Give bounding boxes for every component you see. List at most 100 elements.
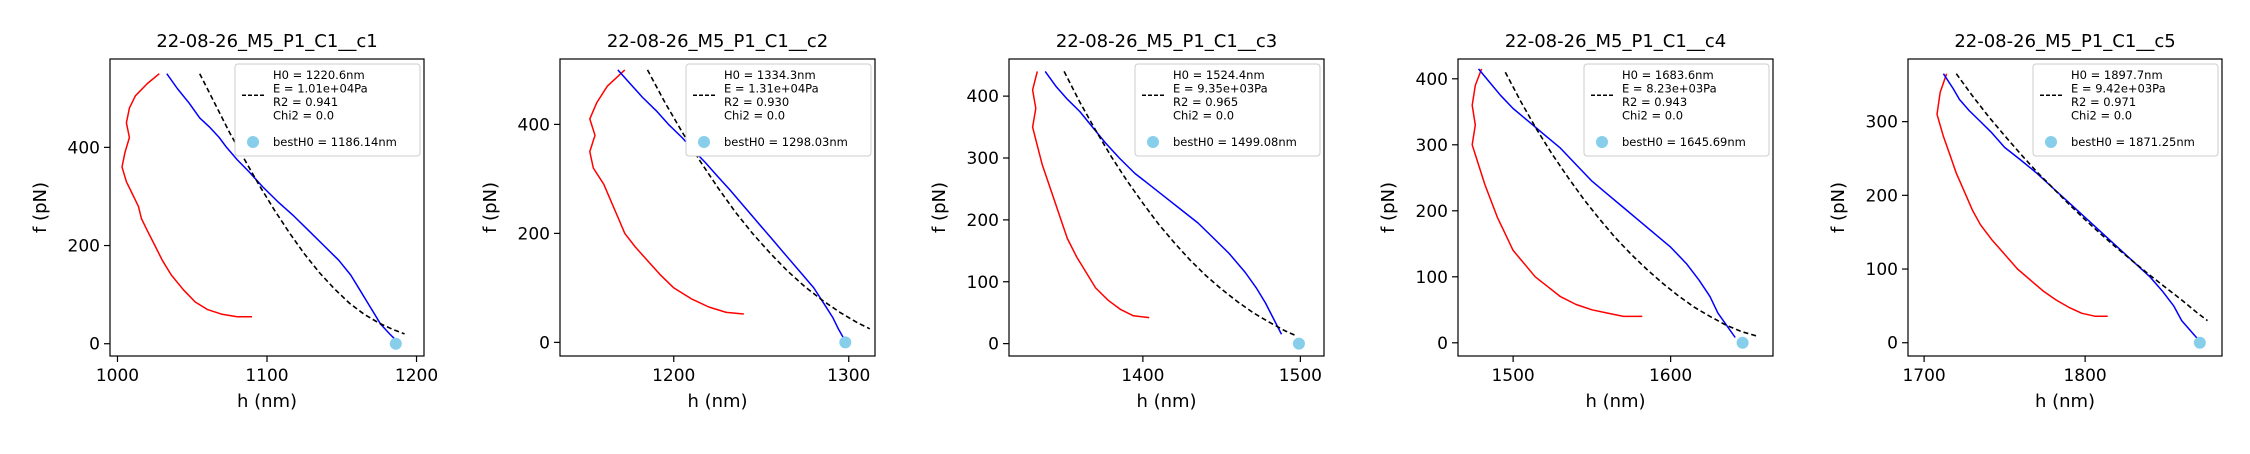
subplot-3: 22-08-26_M5_P1_C1__c3 1400 1500 0 100 200 300 4… bbox=[929, 31, 1325, 412]
y-tick-label: 100 bbox=[1866, 260, 1898, 280]
legend-fit-text: R2 = 0.971 bbox=[2071, 95, 2136, 109]
y-tick-label: 400 bbox=[1416, 70, 1448, 90]
legend-box bbox=[685, 63, 872, 157]
x-axis-label: h (nm) bbox=[237, 391, 297, 412]
best-h0-point bbox=[2193, 336, 2206, 349]
plot-frame bbox=[1907, 58, 2223, 357]
legend-fit-text: E = 9.42e+03Pa bbox=[2071, 82, 2166, 96]
legend-box bbox=[2032, 63, 2219, 157]
y-tick-label: 100 bbox=[1416, 268, 1448, 288]
subplot-4: 22-08-26_M5_P1_C1__c4 1500 1600 0 100 200 300 4… bbox=[1378, 31, 1774, 412]
legend-best-marker-swatch bbox=[698, 136, 710, 148]
subplot-5: 22-08-26_M5_P1_C1__c5 1700 1800 0 100 200 300 h… bbox=[1828, 31, 2223, 412]
best-h0-point bbox=[1292, 337, 1305, 350]
best-h0-point bbox=[839, 336, 852, 349]
series-approach-line bbox=[1942, 73, 2199, 340]
subplot-1: 22-08-26_M5_P1_C1__c1 1000 1100 1200 0 200 400… bbox=[30, 31, 438, 412]
y-tick-label: 400 bbox=[518, 115, 550, 135]
y-tick-label: 200 bbox=[518, 224, 550, 244]
y-tick-label: 300 bbox=[1866, 113, 1898, 133]
series-fit-line bbox=[1955, 73, 2208, 322]
legend-fit-text: Chi2 = 0.0 bbox=[1622, 109, 1683, 123]
series-fit-line bbox=[1504, 71, 1758, 337]
y-tick-label: 0 bbox=[1887, 334, 1898, 354]
legend-best-text: bestH0 = 1645.69nm bbox=[1622, 135, 1746, 149]
legend-fit-text: Chi2 = 0.0 bbox=[273, 109, 334, 123]
chart-title: 22-08-26_M5_P1_C1__c4 bbox=[1505, 31, 1726, 52]
y-tick-label: 400 bbox=[967, 87, 999, 107]
legend-box bbox=[1134, 63, 1321, 157]
series-approach-line bbox=[617, 69, 845, 339]
legend-fit-text: Chi2 = 0.0 bbox=[1173, 109, 1234, 123]
x-tick-label: 1500 bbox=[1491, 366, 1534, 386]
legend-fit-text: H0 = 1524.4nm bbox=[1173, 68, 1265, 82]
x-tick-label: 1800 bbox=[2063, 366, 2106, 386]
x-tick-label: 1200 bbox=[395, 366, 438, 386]
y-tick-label: 0 bbox=[539, 333, 550, 353]
y-tick-label: 200 bbox=[1416, 202, 1448, 222]
legend-fit-text: E = 8.23e+03Pa bbox=[1622, 82, 1717, 96]
y-tick-label: 0 bbox=[988, 335, 999, 355]
legend-fit-text: E = 9.35e+03Pa bbox=[1173, 82, 1268, 96]
y-tick-label: 0 bbox=[89, 335, 100, 355]
y-axis-label: f (pN) bbox=[30, 182, 51, 233]
legend-box bbox=[234, 63, 421, 157]
x-tick-label: 1200 bbox=[652, 366, 695, 386]
x-axis-label: h (nm) bbox=[1136, 391, 1196, 412]
series-retract-line bbox=[589, 69, 744, 315]
x-tick-label: 1000 bbox=[96, 366, 139, 386]
series-retract-line bbox=[1471, 68, 1643, 318]
legend-fit-text: R2 = 0.941 bbox=[273, 95, 338, 109]
series-retract-line bbox=[121, 73, 252, 318]
legend-best-marker-swatch bbox=[2045, 136, 2057, 148]
legend-best-marker-swatch bbox=[1147, 136, 1159, 148]
legend-fit-text: Chi2 = 0.0 bbox=[2071, 109, 2132, 123]
best-h0-point bbox=[1736, 336, 1749, 349]
series-fit-line bbox=[1063, 71, 1297, 337]
chart-title: 22-08-26_M5_P1_C1__c5 bbox=[1954, 31, 2175, 52]
legend-fit-text: E = 1.01e+04Pa bbox=[273, 82, 368, 96]
y-tick-label: 200 bbox=[967, 211, 999, 231]
chart-title: 22-08-26_M5_P1_C1__c2 bbox=[607, 31, 828, 52]
legend-fit-text: H0 = 1220.6nm bbox=[273, 68, 365, 82]
x-tick-label: 1100 bbox=[245, 366, 288, 386]
best-h0-point bbox=[389, 337, 402, 350]
legend-best-marker-swatch bbox=[1596, 136, 1608, 148]
legend-fit-text: Chi2 = 0.0 bbox=[724, 109, 785, 123]
x-tick-label: 1300 bbox=[827, 366, 870, 386]
legend-fit-text: R2 = 0.930 bbox=[724, 95, 789, 109]
y-tick-label: 300 bbox=[967, 149, 999, 169]
y-tick-label: 0 bbox=[1437, 334, 1448, 354]
y-axis-label: f (pN) bbox=[480, 182, 501, 233]
x-tick-label: 1500 bbox=[1279, 366, 1322, 386]
legend-best-text: bestH0 = 1871.25nm bbox=[2071, 135, 2195, 149]
legend-box bbox=[1583, 63, 1770, 157]
y-tick-label: 200 bbox=[68, 237, 100, 257]
legend-fit-text: E = 1.31e+04Pa bbox=[724, 82, 819, 96]
y-tick-label: 300 bbox=[1416, 136, 1448, 156]
legend-fit-text: H0 = 1683.6nm bbox=[1622, 68, 1714, 82]
x-tick-label: 1400 bbox=[1121, 366, 1164, 386]
legend-fit-text: R2 = 0.943 bbox=[1622, 95, 1687, 109]
plot-frame bbox=[1008, 58, 1325, 357]
x-axis-label: h (nm) bbox=[2035, 391, 2095, 412]
chart-title: 22-08-26_M5_P1_C1__c3 bbox=[1056, 31, 1277, 52]
y-tick-label: 200 bbox=[1866, 186, 1898, 206]
legend-fit-text: H0 = 1334.3nm bbox=[724, 68, 816, 82]
y-axis-label: f (pN) bbox=[1378, 182, 1399, 233]
legend-fit-text: H0 = 1897.7nm bbox=[2071, 68, 2163, 82]
legend-best-text: bestH0 = 1298.03nm bbox=[724, 135, 848, 149]
legend-best-marker-swatch bbox=[247, 136, 259, 148]
y-axis-label: f (pN) bbox=[929, 182, 950, 233]
y-tick-label: 100 bbox=[967, 273, 999, 293]
series-retract-line bbox=[1031, 71, 1150, 319]
plot-frame bbox=[559, 58, 876, 357]
x-axis-label: h (nm) bbox=[687, 391, 747, 412]
series-approach-line bbox=[1044, 70, 1283, 335]
plot-frame bbox=[1457, 58, 1774, 357]
